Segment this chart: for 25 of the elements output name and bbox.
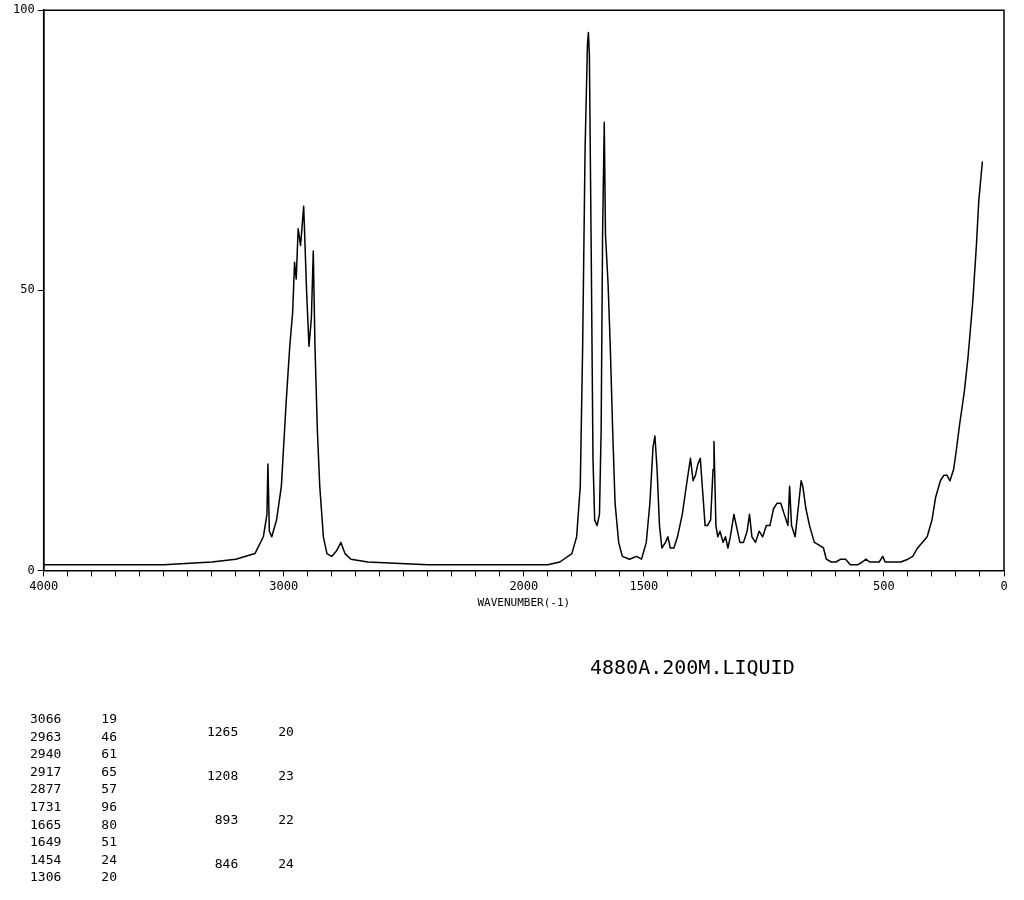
y-tick-label: 100 [12,2,35,17]
text: 1265 20 [206,724,294,740]
x-tick-label: 3000 [269,578,299,593]
text: 1208 23 [206,768,294,784]
y-tick-label: 50 [20,282,35,297]
text: 1306 20 [30,869,117,885]
text: 1649 51 [30,834,117,850]
text: 3066 19 [30,711,117,726]
text: 1454 24 [30,851,117,867]
text: 2917 65 [30,763,117,779]
text: 1665 80 [30,816,117,832]
text: 2940 61 [30,746,117,762]
y-tick-label: 0 [27,562,35,577]
x-tick-label: 0 [1000,578,1008,593]
text: 846 24 [214,856,294,872]
text: 1731 96 [30,798,117,814]
x-tick-label: 2000 [509,578,539,593]
x-tick-label: 500 [873,578,895,593]
text: 2963 46 [30,728,117,744]
text: 2877 57 [30,781,117,797]
text: 893 22 [214,812,294,828]
x-axis-title: WAVENUMBER(-1) [477,596,571,610]
x-tick-label: 4000 [29,578,59,593]
text: 4880A.200M.LIQUID [590,655,795,679]
x-tick-label: 1500 [629,578,659,593]
